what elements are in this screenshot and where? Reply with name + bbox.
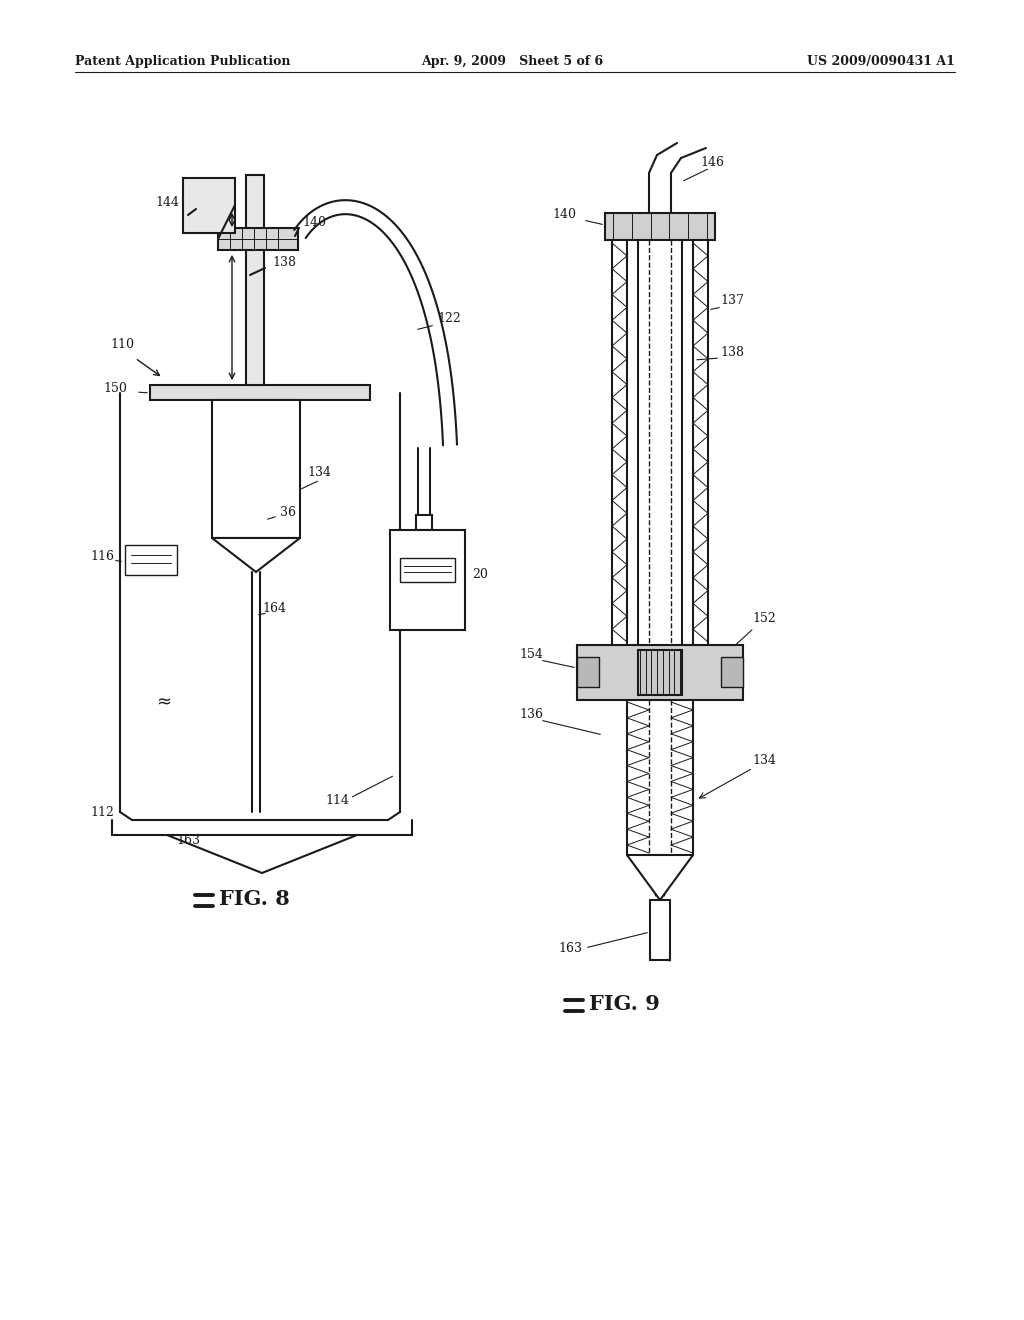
Bar [721,657,743,686]
Bar [638,649,682,696]
Bar [605,213,715,240]
Text: 20: 20 [472,569,487,582]
Text: FIG. 9: FIG. 9 [589,994,659,1014]
Bar [390,531,465,630]
Bar [218,228,298,249]
Text: 36: 36 [280,506,296,519]
Bar [577,657,599,686]
Bar [650,900,670,960]
Text: 134: 134 [752,754,776,767]
Text: 164: 164 [262,602,286,615]
Text: 138: 138 [720,346,744,359]
Text: 122: 122 [437,312,461,325]
Text: 110: 110 [110,338,134,351]
Text: 163: 163 [558,941,582,954]
Text: 154: 154 [519,648,543,661]
Text: 140: 140 [302,215,326,228]
Text: 134: 134 [307,466,331,479]
Bar [246,176,264,385]
Text: 114: 114 [325,793,349,807]
Text: Apr. 9, 2009   Sheet 5 of 6: Apr. 9, 2009 Sheet 5 of 6 [421,55,603,69]
Bar [150,385,370,400]
Polygon shape [627,855,693,900]
Bar [183,178,234,234]
Text: FIG. 8: FIG. 8 [219,888,290,909]
Text: 144: 144 [155,195,179,209]
Text: 137: 137 [720,293,743,306]
Text: 150: 150 [103,381,127,395]
Text: US 2009/0090431 A1: US 2009/0090431 A1 [807,55,955,69]
Text: 138: 138 [272,256,296,268]
Text: 140: 140 [552,207,575,220]
Text: 116: 116 [90,550,114,564]
Text: 146: 146 [700,156,724,169]
Bar [577,645,743,700]
Text: Patent Application Publication: Patent Application Publication [75,55,291,69]
Bar [212,400,300,539]
Text: $\approx$: $\approx$ [153,690,172,709]
Bar [400,558,455,582]
Bar [416,515,432,531]
Text: 152: 152 [752,611,776,624]
Bar [125,545,177,576]
Text: 136: 136 [519,709,543,722]
Polygon shape [212,539,300,572]
Text: 163: 163 [176,833,200,846]
Text: 112: 112 [90,805,114,818]
